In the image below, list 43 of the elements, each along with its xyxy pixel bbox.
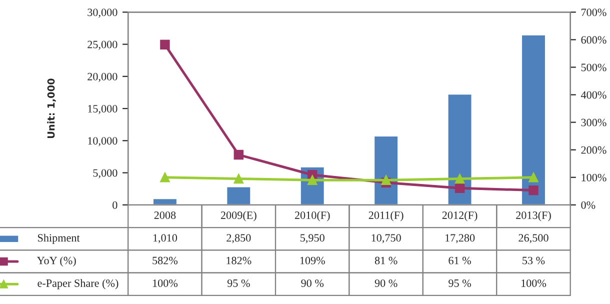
- y-tick-label: 10,000: [88, 137, 118, 146]
- data-label: 582%: [152, 256, 178, 264]
- y-tick-label: 5,000: [93, 169, 118, 178]
- y-tick-label: 25,000: [88, 40, 118, 50]
- data-label: 100%: [152, 279, 178, 287]
- data-label: 100%: [522, 279, 546, 287]
- data-label: 26,500: [518, 234, 548, 244]
- data-label: 81 %: [374, 256, 398, 264]
- y-axis-title: Unit: 1,000: [47, 78, 56, 138]
- y-tick-label: 0: [112, 201, 118, 209]
- data-label: 182%: [226, 256, 252, 264]
- data-label: 95 %: [448, 279, 471, 287]
- data-label: 1,010: [153, 234, 178, 244]
- data-label: 95 %: [227, 279, 250, 287]
- y-tick-label: 20,000: [88, 72, 118, 82]
- legend-label: YoY (%): [36, 256, 76, 267]
- data-label: 17,280: [445, 234, 475, 244]
- data-label: 109%: [300, 256, 325, 264]
- data-label: 53 %: [522, 256, 545, 264]
- y-tick-label: 15,000: [88, 104, 118, 114]
- y2-tick-label: 100%: [582, 174, 606, 182]
- x-tick-label: 2008: [154, 212, 176, 219]
- data-label: 61 %: [448, 256, 471, 264]
- data-label: 10,750: [372, 234, 401, 244]
- data-label: 5,950: [300, 234, 324, 244]
- y2-tick-label: 500%: [581, 64, 606, 72]
- y2-tick-label: 400%: [580, 91, 606, 99]
- y2-tick-label: 200%: [581, 146, 606, 154]
- y2-tick-label: 600%: [581, 36, 606, 44]
- data-label: 90 %: [301, 279, 324, 287]
- x-tick-label: 2011(F): [368, 211, 404, 222]
- legend-label: e-Paper Share (%): [38, 279, 118, 290]
- y2-tick-label: 300%: [581, 118, 606, 126]
- x-tick-label: 2009(E): [220, 211, 256, 222]
- data-label: 90 %: [374, 279, 398, 287]
- y2-tick-label: 0%: [581, 201, 596, 209]
- y-tick-label: 30,000: [88, 8, 118, 18]
- legend-label: Shipment: [38, 234, 80, 244]
- y2-tick-label: 700%: [582, 8, 606, 16]
- data-label: 2,850: [226, 234, 251, 244]
- x-tick-label: 2010(F): [294, 211, 330, 222]
- x-tick-label: 2013(F): [516, 211, 551, 222]
- x-tick-label: 2012(F): [442, 211, 478, 222]
